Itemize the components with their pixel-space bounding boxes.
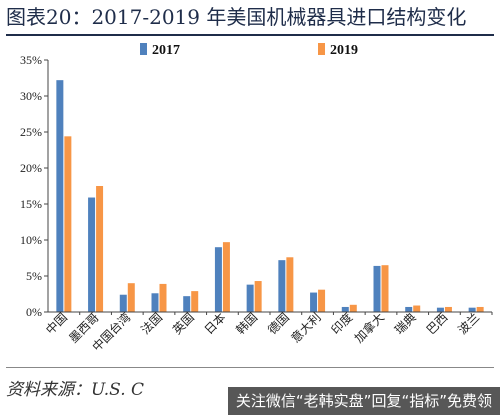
x-category-label: 波兰 [455, 310, 482, 337]
bar-2017-4 [183, 296, 191, 312]
y-tick-label: 0% [26, 305, 42, 319]
bar-2017-11 [405, 306, 413, 312]
y-axis: 0% 5% 10% 15% 20% 25% 30% 35% [20, 53, 49, 319]
bar-2019-2 [127, 283, 135, 312]
y-tick-label: 10% [20, 233, 42, 247]
bar-2017-12 [436, 307, 444, 312]
y-tick-label: 15% [20, 197, 42, 211]
bar-2017-5 [214, 247, 222, 312]
y-tick-label: 35% [20, 53, 42, 67]
x-category-label: 中国 [42, 310, 70, 338]
legend-label-2019: 2019 [330, 43, 358, 58]
bar-chart: 2017 2019 0% 5% 10% 15% 20% 25% 30% 35% 中国墨西哥中国台… [20, 43, 493, 354]
bar-2019-0 [64, 136, 72, 312]
x-category-label: 加拿大 [351, 310, 387, 346]
bar-2017-6 [246, 284, 254, 312]
bar-2019-8 [318, 289, 326, 312]
bar-2019-12 [444, 306, 452, 312]
bar-2019-7 [286, 257, 294, 312]
x-category-label: 印度 [328, 310, 356, 338]
bar-2017-8 [310, 292, 318, 312]
y-tick-label: 30% [20, 89, 42, 103]
watermark-banner: 关注微信“老韩实盘”回复“指标”免费领 [227, 387, 500, 415]
x-category-label: 意大利 [288, 310, 324, 346]
footer-divider [6, 367, 494, 368]
bar-2017-2 [119, 294, 127, 312]
x-category-label: 法国 [138, 310, 165, 337]
legend: 2017 2019 [140, 43, 358, 58]
x-category-label: 瑞典 [392, 310, 419, 337]
bar-2019-11 [413, 305, 421, 312]
bar-2017-1 [88, 197, 96, 312]
x-category-label: 韩国 [233, 310, 261, 338]
bar-2017-9 [341, 306, 349, 312]
x-category-label: 英国 [170, 310, 197, 337]
bar-2019-4 [191, 291, 199, 312]
bar-2019-9 [349, 304, 357, 312]
bars [56, 80, 484, 312]
bar-2017-13 [468, 307, 476, 312]
bar-2019-1 [96, 186, 104, 312]
y-tick-label: 25% [20, 125, 42, 139]
x-category-label: 巴西 [424, 310, 451, 337]
bar-2017-3 [151, 293, 159, 312]
bar-2017-7 [278, 260, 286, 312]
bar-2019-3 [159, 283, 167, 312]
source-note: 资料来源：U.S. C [6, 380, 145, 400]
legend-swatch-2017 [140, 43, 147, 55]
x-category-label: 德国 [264, 310, 292, 338]
bar-2019-13 [476, 306, 484, 312]
y-tick-label: 5% [26, 269, 42, 283]
chart-title: 图表20：2017-2019 年美国机械器具进口结构变化 [6, 5, 467, 29]
x-category-label: 日本 [202, 310, 229, 337]
bar-2019-10 [381, 265, 389, 312]
bar-2017-0 [56, 80, 64, 312]
title-divider [6, 34, 494, 36]
bar-2019-6 [254, 281, 262, 312]
y-tick-label: 20% [20, 161, 42, 175]
bar-2017-10 [373, 265, 381, 312]
bar-2019-5 [222, 242, 230, 312]
legend-swatch-2019 [318, 43, 325, 55]
legend-label-2017: 2017 [152, 43, 180, 58]
